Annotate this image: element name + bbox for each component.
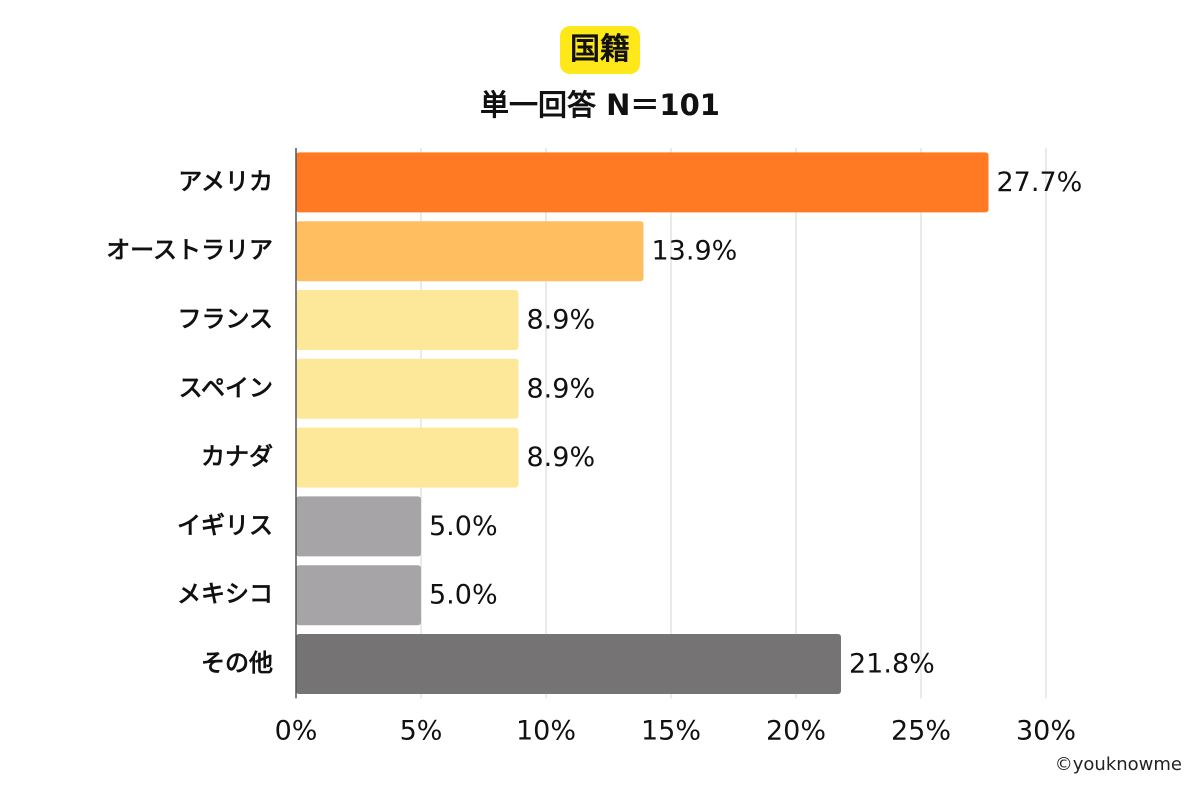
bar	[296, 634, 841, 694]
x-tick-label: 0%	[275, 716, 318, 747]
x-tick-label: 10%	[516, 716, 576, 747]
bar	[296, 427, 519, 488]
category-label: その他	[201, 649, 273, 677]
chart-subtitle: 単一回答 N＝101	[480, 88, 720, 122]
chart-title-wrap: 国籍	[0, 26, 1200, 74]
bar	[296, 358, 519, 419]
category-label: カナダ	[201, 443, 273, 471]
x-tick-label: 25%	[891, 716, 951, 747]
data-label: 27.7%	[997, 167, 1083, 198]
chart-title: 国籍	[560, 26, 640, 74]
category-label: イギリス	[177, 511, 273, 539]
x-tick-label: 15%	[641, 716, 701, 747]
data-label: 13.9%	[652, 236, 738, 267]
x-tick-label: 20%	[766, 716, 826, 747]
data-label: 5.0%	[429, 511, 498, 542]
category-label: アメリカ	[178, 167, 273, 195]
category-label: メキシコ	[177, 580, 273, 608]
category-label: スペイン	[179, 374, 273, 402]
bar	[296, 290, 519, 350]
category-label: オーストラリア	[106, 236, 273, 264]
x-tick-label: 30%	[1016, 716, 1076, 747]
data-label: 8.9%	[527, 305, 596, 336]
data-label: 21.8%	[849, 649, 935, 680]
bar	[296, 496, 421, 557]
copyright-credit: ©youknowme	[1054, 754, 1182, 775]
category-label: フランス	[177, 305, 273, 333]
x-tick-label: 5%	[400, 716, 443, 747]
data-label: 8.9%	[527, 442, 596, 473]
bar	[296, 565, 421, 626]
data-label: 5.0%	[429, 580, 498, 611]
bar	[296, 152, 989, 213]
data-label: 8.9%	[527, 373, 596, 404]
bar	[296, 221, 644, 282]
